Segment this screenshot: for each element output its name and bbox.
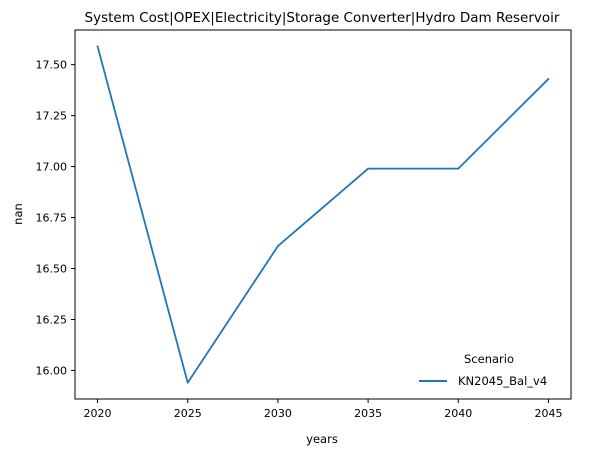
data-point — [186, 381, 189, 384]
data-point — [547, 78, 550, 80]
data-point — [277, 245, 279, 247]
data-point — [367, 167, 369, 170]
y-axis-label: nan — [11, 203, 25, 225]
y-tick-label: 17.00 — [36, 161, 68, 174]
y-axis-ticks: 16.00 16.25 16.50 16.75 17.00 17.25 17.50 — [36, 59, 75, 377]
x-axis-label: years — [306, 432, 338, 446]
legend-title: Scenario — [464, 352, 514, 366]
data-point — [457, 167, 460, 170]
chart-title: System Cost|OPEX|Electricity|Storage Con… — [85, 10, 560, 26]
y-tick-label: 16.50 — [36, 263, 68, 276]
x-tick-label: 2035 — [354, 407, 382, 420]
series-line-0 — [96, 46, 550, 384]
y-tick-label: 16.75 — [36, 212, 68, 225]
data-point — [96, 45, 99, 48]
legend: Scenario KN2045_Bal_v4 — [419, 352, 547, 388]
series-group — [96, 45, 550, 384]
legend-label-kn2045-bal-v4: KN2045_Bal_v4 — [458, 374, 547, 388]
y-tick-label: 17.25 — [36, 110, 68, 123]
y-tick-label: 16.00 — [36, 364, 68, 377]
x-tick-label: 2030 — [264, 407, 292, 420]
x-axis-ticks: 2020 2025 2030 2035 2040 2045 — [84, 399, 562, 420]
x-tick-label: 2020 — [84, 407, 112, 420]
y-tick-label: 17.50 — [36, 59, 68, 72]
x-tick-label: 2040 — [444, 407, 472, 420]
plot-area — [75, 30, 571, 399]
x-tick-label: 2025 — [174, 407, 202, 420]
y-tick-label: 16.25 — [36, 313, 68, 326]
x-tick-label: 2045 — [534, 407, 562, 420]
plot-frame — [74, 29, 572, 400]
